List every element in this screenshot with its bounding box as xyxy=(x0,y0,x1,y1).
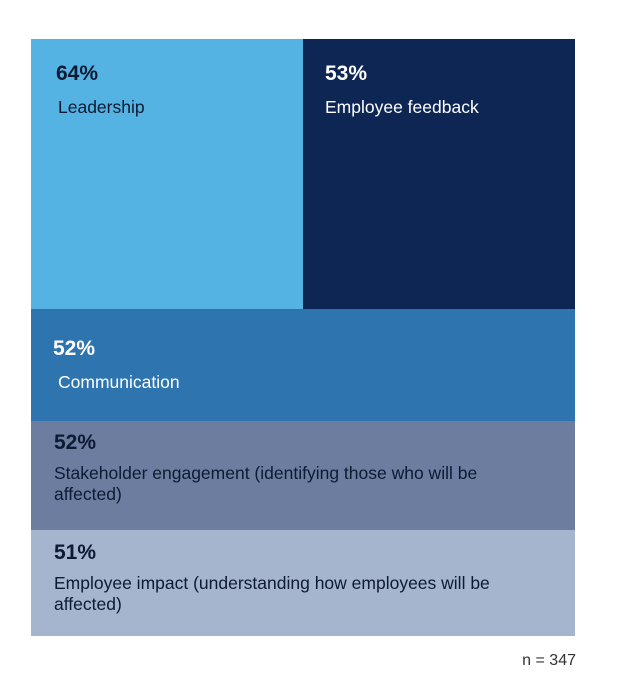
tile-employee-impact: 51% Employee impact (understanding how em… xyxy=(31,530,575,636)
tile-value-label: 64% xyxy=(56,62,99,85)
tile-value-label: 51% xyxy=(54,541,97,564)
tile-category-label: Employee impact (understanding how emplo… xyxy=(54,573,490,614)
tile-category-label: Communication xyxy=(58,372,180,392)
tile-category-label: Employee feedback xyxy=(325,97,479,117)
tile-value-label: 53% xyxy=(325,62,368,85)
tile-value-label: 52% xyxy=(53,337,96,360)
tile-category-label: Stakeholder engagement (identifying thos… xyxy=(54,463,478,504)
sample-size-note: n = 347 xyxy=(522,652,576,669)
tile-communication: 52% Communication xyxy=(31,309,575,421)
tile-leadership: 64% Leadership xyxy=(31,39,303,309)
tile-category-label: Leadership xyxy=(58,97,145,117)
tile-employee-feedback: 53% Employee feedback xyxy=(303,39,575,309)
tile-value-label: 52% xyxy=(54,431,97,454)
tile-stakeholder-engagement: 52% Stakeholder engagement (identifying t… xyxy=(31,421,575,530)
